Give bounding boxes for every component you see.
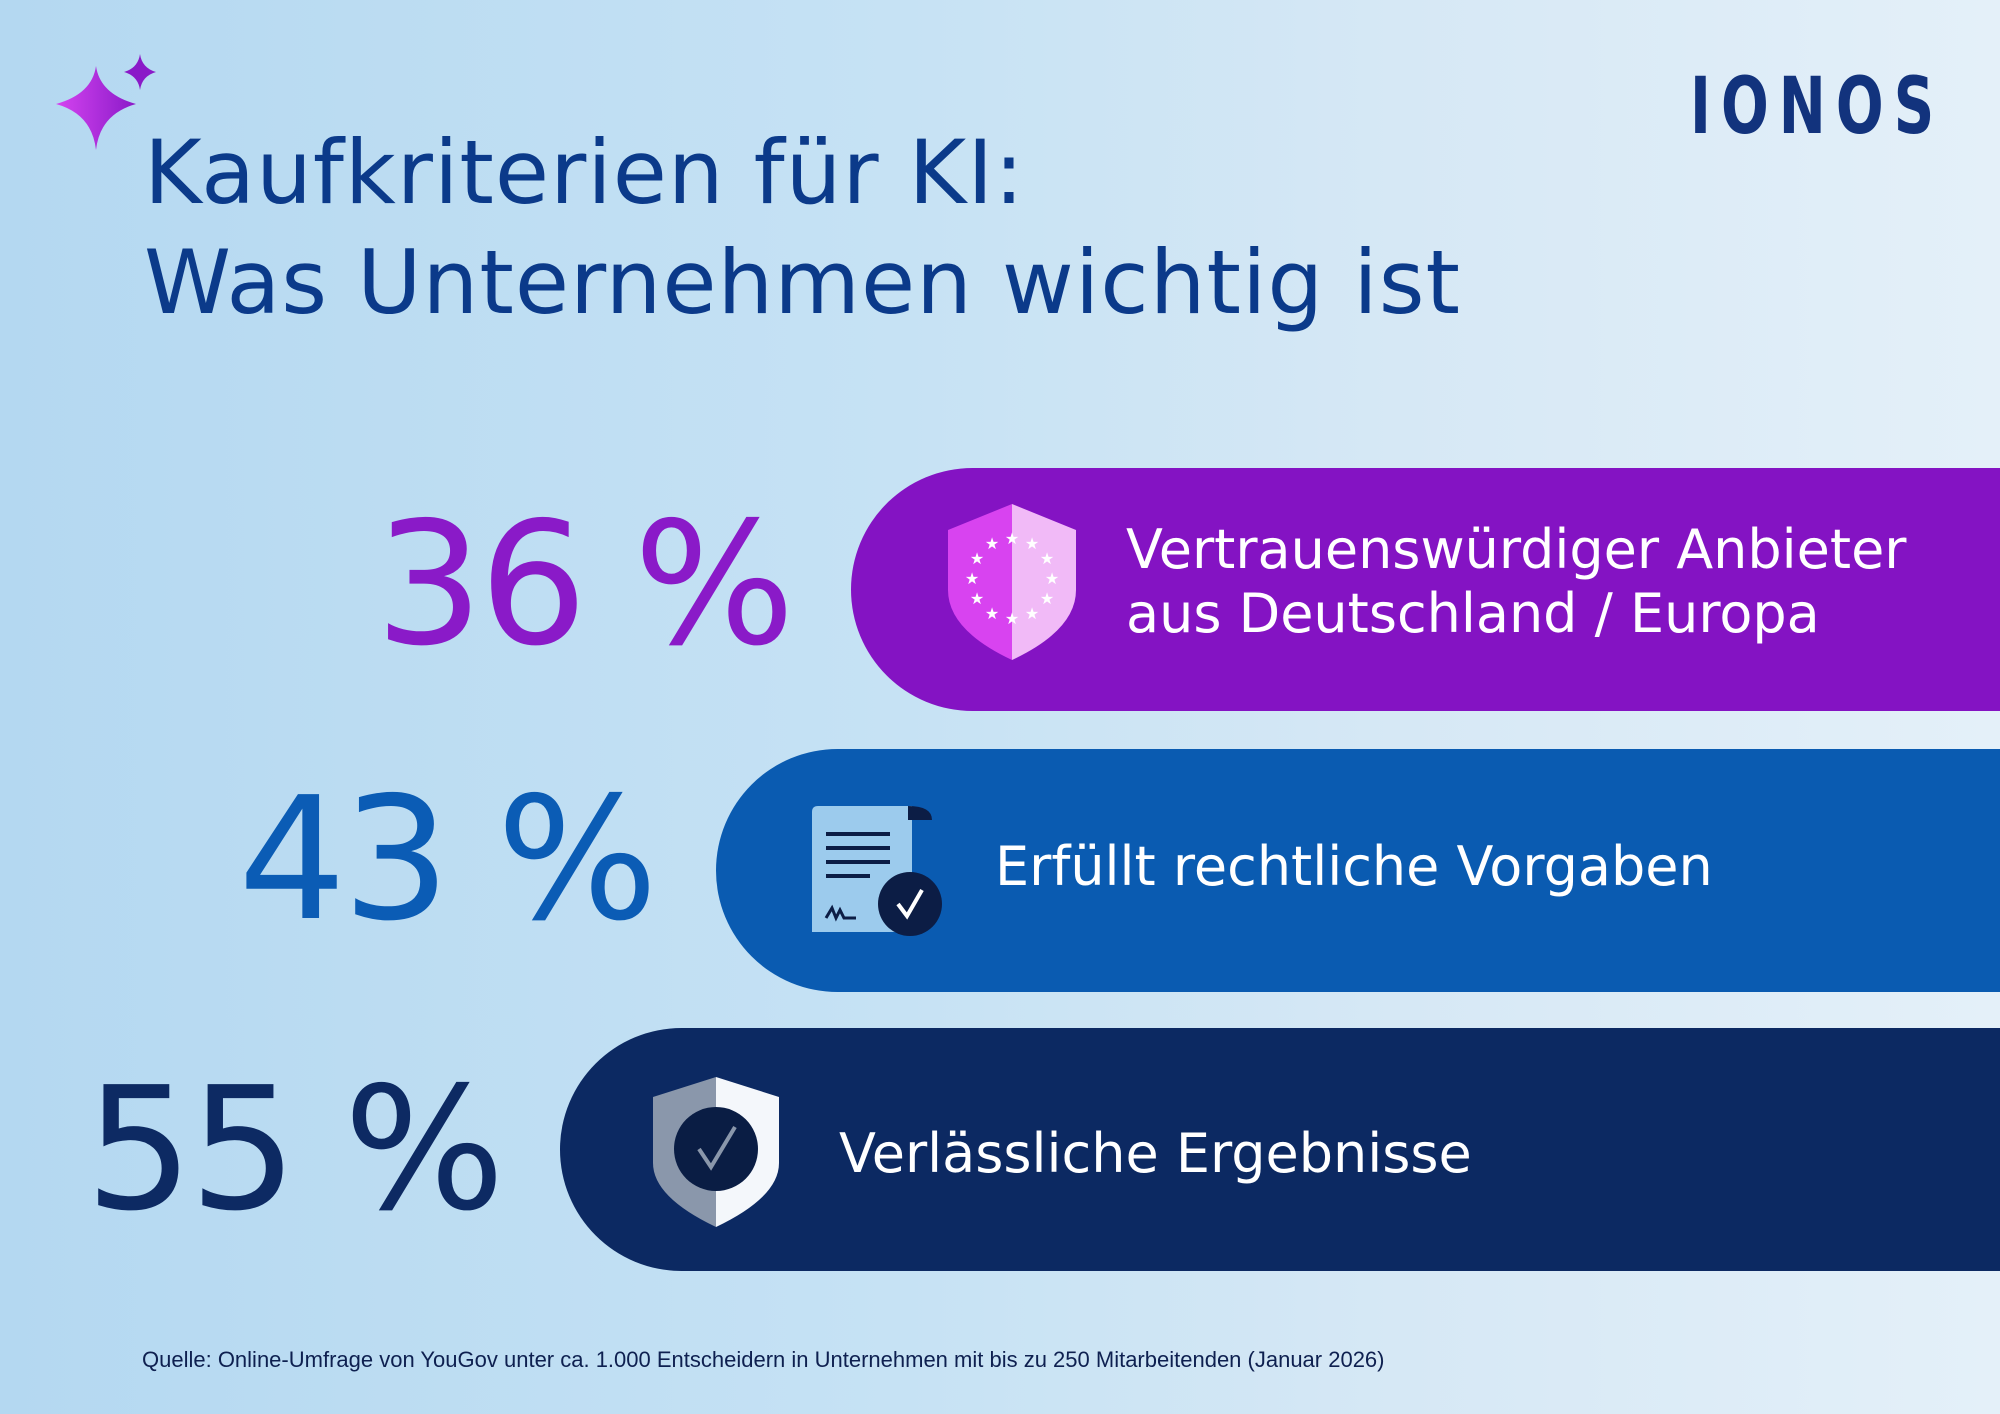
page-title: Kaufkriterien für KI: Was Unternehmen wi…	[144, 118, 1461, 338]
percent-value: 36 %	[375, 486, 795, 684]
svg-text:★: ★	[985, 604, 999, 623]
eu-shield-icon: ★ ★★★ ★★★★ ★★★★	[948, 504, 1076, 660]
signed-document-check-icon	[812, 806, 942, 936]
svg-text:★: ★	[1040, 549, 1054, 568]
svg-text:★: ★	[1005, 529, 1019, 548]
svg-text:★: ★	[970, 549, 984, 568]
svg-text:★: ★	[1025, 534, 1039, 553]
criterion-label: Erfüllt rechtliche Vorgaben	[995, 835, 1713, 898]
svg-text:★: ★	[1045, 569, 1059, 588]
svg-text:★: ★	[1040, 589, 1054, 608]
sparkle-icon	[56, 54, 156, 150]
criterion-bar	[716, 749, 2000, 992]
title-line-2: Was Unternehmen wichtig ist	[144, 231, 1462, 334]
criterion-bar	[560, 1028, 2000, 1271]
ionos-logo: IONOS	[1690, 62, 1945, 152]
shield-check-icon	[653, 1077, 779, 1227]
svg-text:★: ★	[970, 589, 984, 608]
criterion-label: Verlässliche Ergebnisse	[839, 1122, 1472, 1185]
svg-text:★: ★	[1005, 609, 1019, 628]
title-line-1: Kaufkriterien für KI:	[144, 121, 1025, 224]
svg-text:★: ★	[985, 534, 999, 553]
svg-text:★: ★	[965, 569, 979, 588]
source-note: Quelle: Online-Umfrage von YouGov unter …	[142, 1347, 1385, 1372]
label-line-2: aus Deutschland / Europa	[1126, 582, 1820, 645]
criterion-label: Vertrauenswürdiger Anbieter aus Deutschl…	[1126, 518, 1907, 646]
svg-text:★: ★	[1025, 604, 1039, 623]
percent-value: 43 %	[238, 761, 658, 959]
label-line-1: Vertrauenswürdiger Anbieter	[1126, 518, 1907, 581]
percent-value: 55 %	[85, 1051, 505, 1249]
